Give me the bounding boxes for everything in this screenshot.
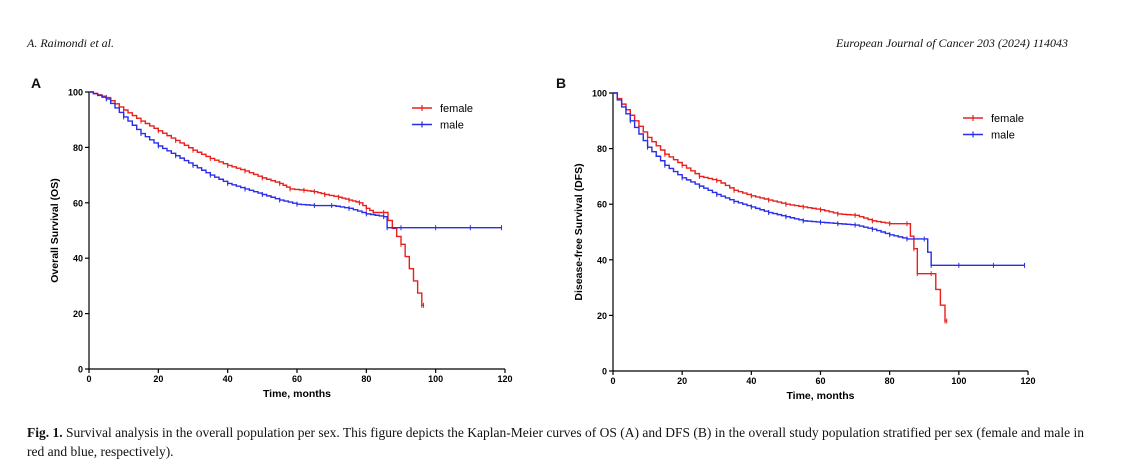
figure-caption: Fig. 1. Survival analysis in the overall… (27, 423, 1102, 461)
running-header-journal: European Journal of Cancer 203 (2024) 11… (836, 36, 1068, 50)
y-tick-label: 80 (597, 144, 607, 154)
legend-label-male: male (440, 120, 464, 132)
x-tick-label: 0 (86, 374, 91, 384)
x-tick-label: 60 (292, 374, 302, 384)
x-axis-title: Time, months (786, 390, 854, 402)
x-tick-label: 40 (223, 374, 233, 384)
panel-label-b: B (556, 75, 567, 91)
legend-label-male: male (991, 130, 1015, 142)
y-tick-label: 100 (592, 89, 607, 99)
y-tick-label: 20 (73, 309, 83, 319)
x-tick-label: 0 (610, 376, 615, 386)
x-tick-label: 20 (677, 376, 687, 386)
y-tick-label: 60 (73, 198, 83, 208)
figure-caption-label: Fig. 1. (27, 425, 63, 440)
y-tick-label: 20 (597, 311, 607, 321)
figure-caption-text: Survival analysis in the overall populat… (27, 425, 1084, 459)
y-tick-label: 100 (68, 88, 83, 98)
x-tick-label: 20 (153, 374, 163, 384)
km-curve-male (89, 91, 502, 229)
x-tick-label: 120 (1020, 376, 1035, 386)
panel-label-a: A (31, 75, 42, 91)
y-tick-label: 80 (73, 143, 83, 153)
x-axis-title: Time, months (263, 388, 331, 400)
x-tick-label: 100 (428, 374, 443, 384)
y-axis-title: Disease-free Survival (DFS) (573, 163, 585, 300)
x-tick-label: 120 (497, 374, 512, 384)
y-tick-label: 40 (597, 255, 607, 265)
km-curve-female (613, 92, 947, 322)
x-tick-label: 80 (361, 374, 371, 384)
x-tick-label: 80 (885, 376, 895, 386)
y-axis-title: Overall Survival (OS) (49, 178, 61, 282)
y-tick-label: 40 (73, 254, 83, 264)
km-curve-male (613, 92, 1025, 267)
x-tick-label: 60 (815, 376, 825, 386)
x-tick-label: 100 (951, 376, 966, 386)
y-tick-label: 0 (78, 365, 83, 375)
x-tick-label: 40 (746, 376, 756, 386)
y-tick-label: 60 (597, 200, 607, 210)
legend-label-female: female (440, 103, 473, 115)
y-tick-label: 0 (602, 367, 607, 377)
legend-label-female: female (991, 113, 1024, 125)
running-header-authors: A. Raimondi et al. (27, 36, 114, 50)
